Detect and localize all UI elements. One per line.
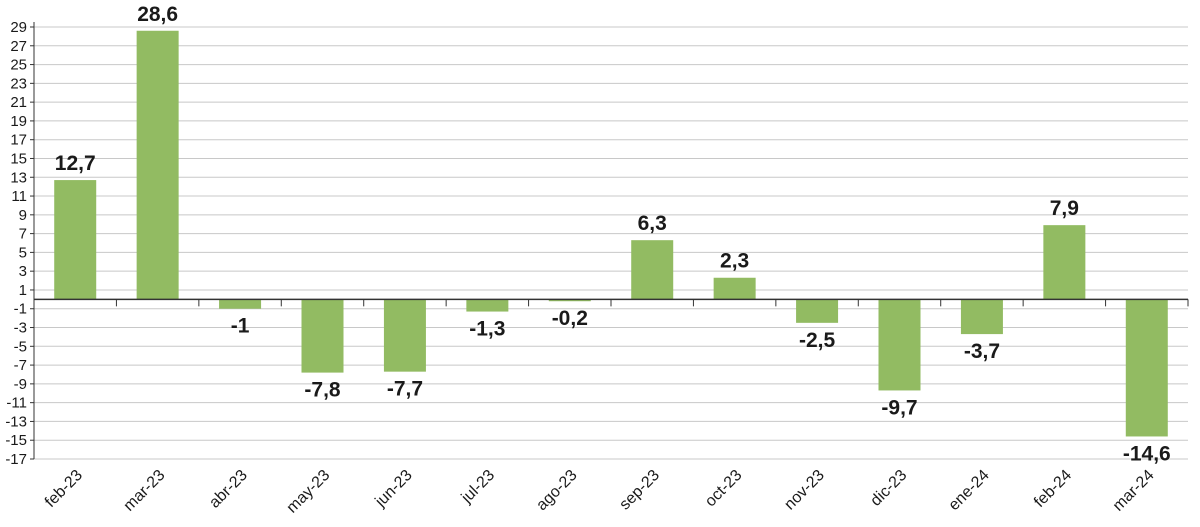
bar-oct-23 xyxy=(713,277,756,300)
x-tick-label: oct-23 xyxy=(702,467,746,511)
bar-feb-23 xyxy=(54,180,97,300)
y-tick-label: -7 xyxy=(14,357,27,374)
y-tick-label: -13 xyxy=(5,413,27,430)
y-tick-label: 17 xyxy=(10,132,27,149)
x-tick-label: dic-23 xyxy=(867,467,910,510)
bar-jul-23 xyxy=(466,299,509,312)
x-tick-label: mar-24 xyxy=(1110,467,1158,515)
bar-mar-24 xyxy=(1125,299,1168,437)
y-tick-label: 5 xyxy=(19,244,27,261)
data-label: -7,7 xyxy=(387,378,423,401)
y-tick-label: 21 xyxy=(10,94,27,111)
bar-ene-24 xyxy=(960,299,1003,335)
y-tick-label: 19 xyxy=(10,113,27,130)
x-tick-label: abr-23 xyxy=(206,467,251,512)
data-label: -2,5 xyxy=(799,329,836,352)
data-label: 28,6 xyxy=(137,3,178,26)
data-label: -1,3 xyxy=(469,318,505,341)
y-axis: 2927252321191715131197531-1-3-5-7-9-11-1… xyxy=(5,19,35,468)
y-tick-label: 9 xyxy=(19,207,27,224)
x-tick-label: sep-23 xyxy=(616,467,663,514)
bar-feb-24 xyxy=(1043,225,1086,300)
bars xyxy=(54,30,1168,437)
x-tick-label: mar-23 xyxy=(121,467,169,515)
data-label: 7,9 xyxy=(1050,197,1079,220)
bar-sep-23 xyxy=(631,240,674,300)
data-label: -9,7 xyxy=(881,396,917,419)
y-tick-label: 11 xyxy=(11,188,27,205)
bar-mar-23 xyxy=(136,30,179,300)
y-tick-label: 7 xyxy=(19,226,27,243)
data-label: -0,2 xyxy=(552,307,588,330)
data-label: 6,3 xyxy=(638,212,667,235)
x-tick-label: may-23 xyxy=(284,467,334,517)
x-tick-label: feb-23 xyxy=(42,467,86,511)
bar-jun-23 xyxy=(383,299,426,372)
bar-ago-23 xyxy=(548,299,591,302)
bar-abr-23 xyxy=(219,299,262,309)
y-tick-label: -11 xyxy=(6,395,27,412)
bar-dic-23 xyxy=(878,299,921,391)
y-tick-label: -3 xyxy=(14,320,27,337)
y-tick-label: -15 xyxy=(5,432,27,449)
data-label: -14,6 xyxy=(1123,442,1171,465)
x-tick-label: jul-23 xyxy=(458,467,498,507)
y-tick-label: 25 xyxy=(10,57,27,74)
x-tick-label: nov-23 xyxy=(781,467,828,514)
y-tick-label: 23 xyxy=(10,75,27,92)
zero-axis xyxy=(34,298,1189,307)
y-tick-label: 15 xyxy=(10,150,27,167)
y-tick-label: -5 xyxy=(14,338,27,355)
y-tick-label: -17 xyxy=(5,451,27,468)
data-label: -3,7 xyxy=(964,340,1000,363)
x-tick-label: jun-23 xyxy=(372,467,416,511)
data-label: -1 xyxy=(231,315,250,338)
y-tick-label: 27 xyxy=(10,38,27,55)
data-label: -7,8 xyxy=(304,379,341,402)
bar-may-23 xyxy=(301,299,344,373)
y-tick-label: 1 xyxy=(19,282,27,299)
y-tick-label: 3 xyxy=(19,263,27,280)
data-label: 2,3 xyxy=(720,250,749,273)
x-tick-label: ene-24 xyxy=(946,467,993,514)
data-label: 12,7 xyxy=(55,152,96,175)
y-tick-label: 29 xyxy=(10,19,27,36)
x-tick-label: ago-23 xyxy=(533,467,580,514)
x-tick-label: feb-24 xyxy=(1031,467,1075,511)
y-tick-label: 13 xyxy=(10,169,27,186)
y-tick-label: -1 xyxy=(14,301,27,318)
gridlines xyxy=(34,26,1188,460)
x-axis: feb-23 mar-23 abr-23 may-23 jun-23 jul-23 ago-… xyxy=(42,467,1158,517)
data-labels: 12,7 28,6 -1 -7,8 -7,7 -1,3 -0,2 6,3 2,3 -2,5 -9,7… xyxy=(55,3,1171,466)
bar-nov-23 xyxy=(796,299,839,323)
y-tick-label: -9 xyxy=(14,376,27,393)
